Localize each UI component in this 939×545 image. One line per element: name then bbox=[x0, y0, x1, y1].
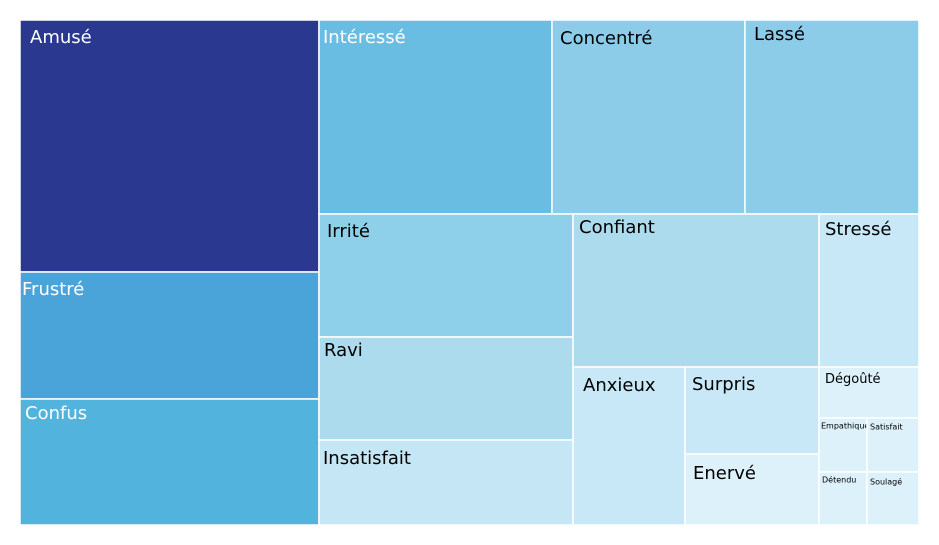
tile-label-satisfait: Satisfait bbox=[870, 423, 903, 432]
tile-rect-ravi bbox=[318, 336, 574, 441]
tile-concentre: Concentré bbox=[551, 19, 746, 215]
tile-rect-enerve bbox=[684, 453, 820, 526]
tile-frustre: Frustré bbox=[19, 271, 320, 400]
tile-label-degoute: Dégoûté bbox=[825, 372, 881, 387]
tile-amuse: Amusé bbox=[19, 19, 320, 273]
tile-label-confiant: Confiant bbox=[579, 217, 655, 238]
tile-ravi: Ravi bbox=[318, 336, 574, 441]
tile-satisfait: Satisfait bbox=[866, 417, 920, 473]
tile-detendu: Détendu bbox=[818, 471, 868, 526]
tile-surpris: Surpris bbox=[684, 366, 820, 455]
tile-confiant: Confiant bbox=[572, 213, 820, 368]
tile-label-empathique: Empathique bbox=[821, 422, 869, 431]
tile-rect-irrite bbox=[318, 213, 574, 338]
tile-interesse: Intéressé bbox=[318, 19, 553, 215]
tile-rect-soulage bbox=[866, 471, 920, 526]
tile-degoute: Dégoûté bbox=[818, 366, 920, 419]
tile-label-insatisfait: Insatisfait bbox=[323, 448, 411, 469]
tile-rect-confiant bbox=[572, 213, 820, 368]
tile-rect-confus bbox=[19, 398, 320, 526]
tile-label-detendu: Détendu bbox=[822, 475, 856, 485]
tile-rect-interesse bbox=[318, 19, 553, 215]
tile-rect-degoute bbox=[818, 366, 920, 419]
tile-label-lasse: Lassé bbox=[754, 24, 805, 45]
tile-stresse: Stressé bbox=[818, 213, 920, 368]
tile-label-amuse: Amusé bbox=[30, 27, 92, 48]
tile-label-surpris: Surpris bbox=[692, 374, 755, 395]
tile-label-soulage: Soulagé bbox=[870, 477, 902, 487]
tile-rect-frustre bbox=[19, 271, 320, 400]
tile-label-concentre: Concentré bbox=[560, 28, 653, 49]
tile-rect-amuse bbox=[19, 19, 320, 273]
tile-rect-concentre bbox=[551, 19, 746, 215]
tile-label-irrite: Irrité bbox=[327, 221, 370, 242]
tile-rect-lasse bbox=[744, 19, 920, 215]
tile-label-interesse: Intéressé bbox=[323, 27, 406, 48]
tile-soulage: Soulagé bbox=[866, 471, 920, 526]
tile-rect-insatisfait bbox=[318, 439, 574, 526]
tile-label-frustre: Frustré bbox=[22, 279, 84, 300]
tile-confus: Confus bbox=[19, 398, 320, 526]
tile-label-confus: Confus bbox=[25, 403, 87, 424]
tile-rect-anxieux bbox=[572, 366, 686, 526]
tile-lasse: Lassé bbox=[744, 19, 920, 215]
tile-label-ravi: Ravi bbox=[324, 340, 363, 361]
tile-rect-detendu bbox=[818, 471, 868, 526]
tile-empathique: Empathique bbox=[818, 417, 869, 473]
tile-label-enerve: Enervé bbox=[693, 463, 756, 484]
tile-anxieux: Anxieux bbox=[572, 366, 686, 526]
tile-rect-empathique bbox=[818, 417, 868, 473]
tile-irrite: Irrité bbox=[318, 213, 574, 338]
tile-enerve: Enervé bbox=[684, 453, 820, 526]
tile-insatisfait: Insatisfait bbox=[318, 439, 574, 526]
tile-label-stresse: Stressé bbox=[825, 219, 891, 240]
tile-label-anxieux: Anxieux bbox=[583, 375, 656, 396]
